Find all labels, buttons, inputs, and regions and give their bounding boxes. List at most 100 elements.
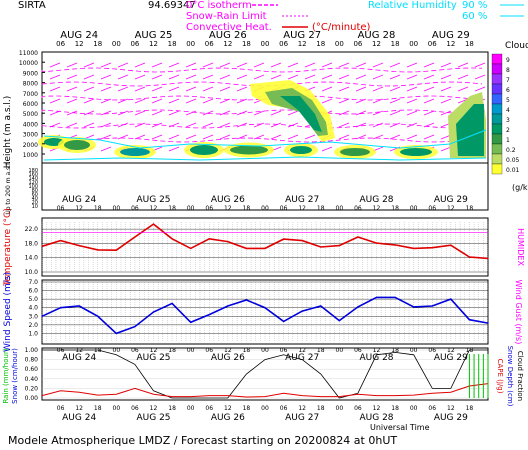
wind-arrow <box>202 62 214 68</box>
footer-title: Modele Atmospherique LMDZ / Forecast sta… <box>8 434 397 447</box>
data-point <box>394 244 396 246</box>
cloud-layer <box>38 62 487 161</box>
wind-arrow <box>253 122 265 128</box>
colorbar-unit: (g/kg) <box>512 183 528 192</box>
panel-hour-label: 12 <box>150 347 158 354</box>
wind-arrow <box>202 98 214 104</box>
cloud-blob-inner <box>290 146 312 154</box>
wind-arrow <box>100 146 112 152</box>
cloud-y-tick-label-low: 20 <box>32 200 38 206</box>
data-point <box>450 244 452 246</box>
cloud-y-ticks: 11000 10000 9000 8000 7000 6000 5000 4000 3000 20… <box>19 50 45 210</box>
wind-arrow <box>83 62 95 68</box>
panel-hour-label: 06 <box>428 205 436 212</box>
data-point <box>115 249 117 251</box>
hour-tick-label: 12 <box>298 40 307 48</box>
colorbar-swatch <box>491 93 503 105</box>
y-tick-label: 1.0 <box>28 330 38 337</box>
wind-arrow <box>83 74 95 80</box>
data-point <box>115 332 117 335</box>
y-tick-label: 4.0 <box>28 305 38 312</box>
hour-tick-label: 06 <box>428 40 437 48</box>
wind-arrow <box>270 110 282 116</box>
panel-hour-label: 18 <box>391 347 399 354</box>
panel-hour-label: 18 <box>94 405 102 412</box>
wind-streak-line <box>41 137 483 143</box>
panel-hour-label: 12 <box>75 205 83 212</box>
panel-hour-label: 12 <box>75 405 83 412</box>
cloud-blob-inner <box>400 148 432 156</box>
data-point <box>78 305 80 307</box>
colorbar-swatch <box>491 143 503 155</box>
hour-tick-label: 06 <box>353 40 362 48</box>
day-label: AUG 29 <box>432 30 470 41</box>
wind-arrow <box>202 74 214 80</box>
wind-arrow <box>185 122 197 128</box>
wind-arrow <box>389 122 401 128</box>
wind-arrow <box>440 86 452 92</box>
data-point <box>152 311 155 313</box>
cloud-y-tick-label-low: 100 <box>28 184 38 190</box>
wind-arrow <box>100 134 112 140</box>
data-point <box>338 244 340 247</box>
data-point <box>357 306 359 308</box>
panel-hour-label: 00 <box>113 205 121 212</box>
panel-hour-label: 18 <box>317 347 325 354</box>
wind-arrow <box>372 98 384 104</box>
panel-hour-label: 18 <box>243 205 251 212</box>
panel-hour-label: 06 <box>131 205 139 212</box>
wind-arrow <box>117 62 129 68</box>
precip-layer: 1.00 0.80 0.60 0.40 0.20 0.00 <box>25 347 489 402</box>
colorbar-level-label: 6 <box>506 87 510 94</box>
wind-arrow <box>304 62 316 68</box>
wind-arrow <box>49 62 61 68</box>
temperature-layer: 22.0 18.0 14.0 10.0 <box>25 222 489 276</box>
y-tick-label: 6.0 <box>28 288 38 295</box>
wind-arrow <box>355 122 367 128</box>
legend-rh-label: Relative Humidity <box>368 0 457 11</box>
panel-hour-label: 00 <box>187 205 195 212</box>
panel-day-label: AUG 24 <box>62 413 96 423</box>
wind-arrow <box>66 110 78 116</box>
data-point <box>41 245 43 247</box>
wind-arrow <box>287 62 299 68</box>
data-point <box>413 247 415 250</box>
wind-arrow <box>134 74 146 80</box>
panel-day-label: AUG 29 <box>434 353 468 363</box>
station-coords: 94.69347 <box>148 0 196 11</box>
wind-arrow <box>406 110 418 116</box>
wind-arrow <box>389 74 401 80</box>
panel-hour-label: 06 <box>131 405 139 412</box>
data-point <box>301 239 303 242</box>
wind-arrow <box>236 98 248 104</box>
colorbar-level-label: 8 <box>506 67 510 74</box>
panel-day-label: AUG 26 <box>211 195 245 205</box>
panel-hour-label: 18 <box>391 205 399 212</box>
wind-arrow <box>83 86 95 92</box>
wind-arrow <box>338 62 350 68</box>
wind-arrow <box>423 110 435 116</box>
colorbar-level-label: 9 <box>506 57 510 64</box>
data-point <box>41 315 43 317</box>
wind-arrow <box>100 122 112 128</box>
hour-tick-label: 06 <box>130 40 139 48</box>
colorbar-swatch <box>491 113 503 125</box>
rain-ylabel: Rain (mm/hour) <box>2 348 10 403</box>
wind-arrow <box>236 86 248 92</box>
data-point <box>97 249 99 251</box>
wind-arrow <box>168 98 180 104</box>
y-tick-label: 14.0 <box>25 255 39 262</box>
colorbar-swatch <box>491 103 503 115</box>
panel-hour-label: 18 <box>466 405 474 412</box>
data-point <box>375 296 378 299</box>
wind-arrow <box>253 110 265 116</box>
wind-arrow <box>423 134 435 140</box>
panel-hour-label: 18 <box>94 347 102 354</box>
panel-hour-label: 18 <box>168 347 176 354</box>
hour-tick-label: 12 <box>446 40 455 48</box>
wind-arrow <box>355 62 367 68</box>
cloud-y-tick-label: 11000 <box>19 50 38 57</box>
panel-hour-label: 06 <box>57 405 65 412</box>
wind-arrow <box>372 86 384 92</box>
wind-arrow <box>151 98 163 104</box>
